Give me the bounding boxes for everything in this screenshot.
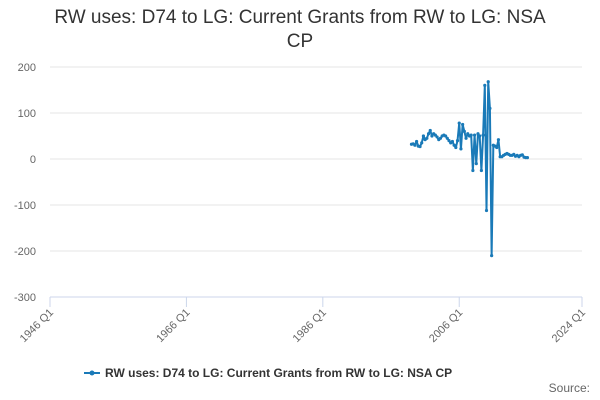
y-tick-label: -200 [14,246,36,258]
x-tick-label: 1966 Q1 [154,307,192,345]
legend-marker [89,370,95,376]
y-tick-label: -100 [14,200,36,212]
point [452,143,456,147]
point [520,153,524,157]
point [413,143,417,147]
point [420,141,424,145]
point [486,80,490,84]
point [415,139,419,144]
point [445,136,449,140]
source-label: Source: [549,381,590,395]
point [435,135,439,139]
point [462,129,466,133]
series-line [411,80,528,257]
x-tick-label: 2006 Q1 [427,307,465,345]
legend-label: RW uses: D74 to LG: Current Grants from … [105,366,452,380]
point [421,134,426,138]
point [469,133,473,137]
x-tick-label: 1946 Q1 [18,307,56,345]
point [461,122,465,127]
x-tick-label: 1986 Q1 [291,307,329,345]
y-tick-label: -300 [14,292,36,304]
y-tick-label: 200 [18,62,36,74]
point [428,128,432,133]
point [457,121,461,125]
point [430,134,434,138]
point [495,145,499,150]
point [454,145,458,150]
point [426,132,431,136]
point [464,136,468,140]
point [476,132,480,136]
point [483,83,487,87]
point [488,106,492,110]
point [438,136,443,140]
point [484,208,489,213]
point [443,134,448,138]
point [490,254,494,258]
point [525,156,530,160]
y-tick-label: 100 [18,108,36,120]
point [474,162,478,166]
point [455,139,460,143]
point [466,132,470,136]
point [450,139,455,144]
x-tick-label: 2024 Q1 [550,307,588,345]
point [471,168,475,173]
point [496,138,501,142]
point [479,168,483,173]
point [472,133,477,137]
point [478,134,482,138]
point [425,136,429,140]
point [418,144,422,149]
point [481,133,485,137]
chart-title: RW uses: D74 to LG: Current Grants from … [54,7,546,52]
y-tick-label: 0 [30,154,36,166]
point [447,139,451,143]
point [459,147,463,151]
